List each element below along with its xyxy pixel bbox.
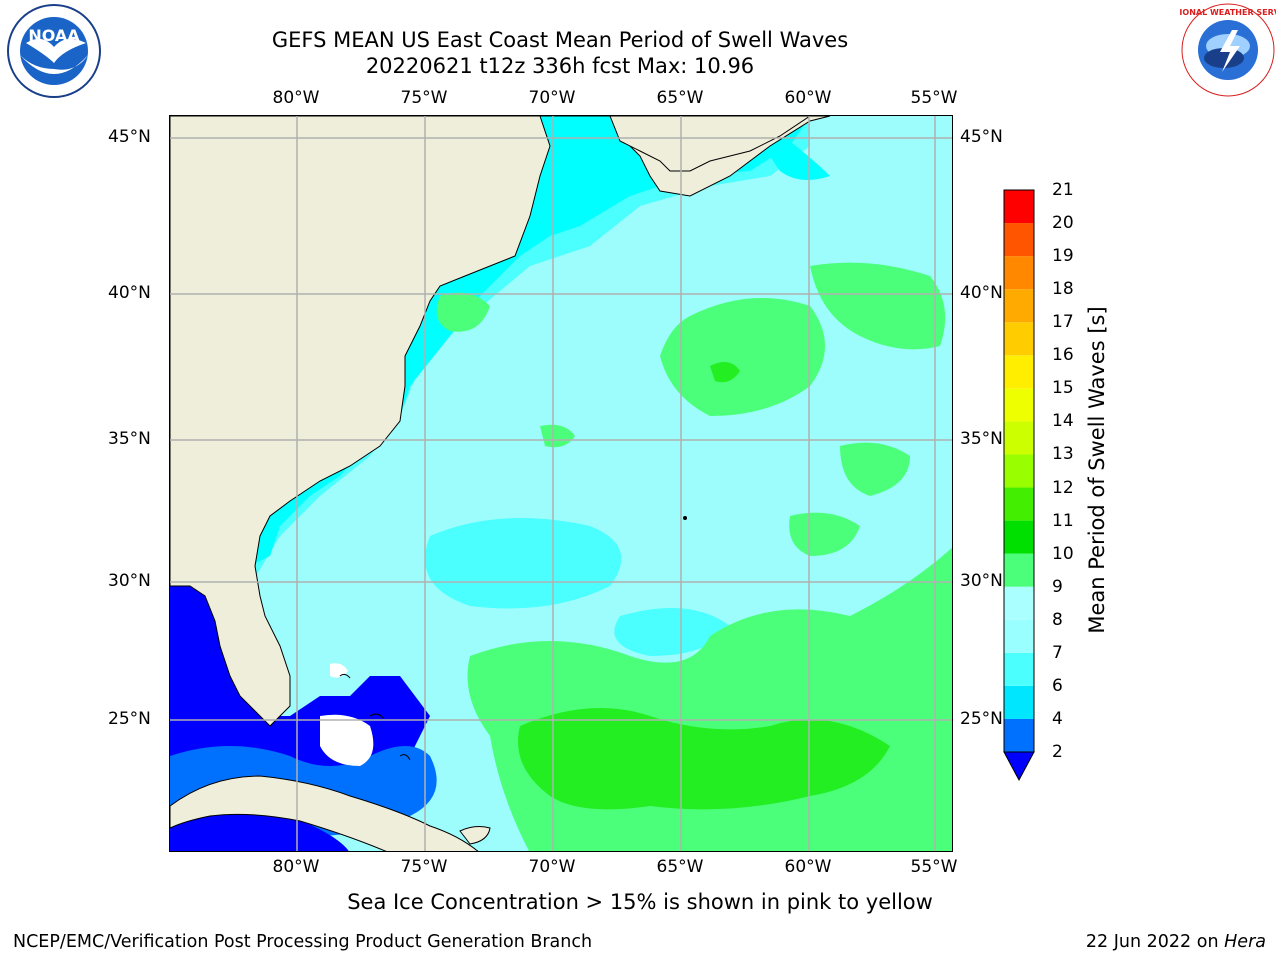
colorbar-bin [1004,421,1034,455]
lon-tick-bottom: 70°W [528,857,576,877]
colorbar-label: Mean Period of Swell Waves [s] [1085,306,1109,634]
lon-tick-bottom: 55°W [910,857,958,877]
colorbar-bin [1004,685,1034,719]
nws-logo-text: NATIONAL WEATHER SERVICE [1180,8,1276,17]
lon-tick-bottom: 60°W [784,857,832,877]
contour-10-11 [518,708,890,810]
colorbar-under-triangle [1003,751,1035,782]
graticule [170,116,952,851]
lat-tick-right: 40°N [960,283,1003,303]
colorbar-bin [1004,355,1034,389]
island-bahamas [399,754,411,761]
contour-9-10 [810,262,946,350]
lat-tick-right: 35°N [960,429,1003,449]
colorbar-bin [1004,256,1034,290]
colorbar-tick-label: 14 [1052,411,1074,432]
lon-tick-top: 70°W [528,88,576,108]
island-bahamas [369,713,385,720]
colorbar-tick-label: 18 [1052,279,1074,300]
credit-text: NCEP/EMC/Verification Post Processing Pr… [13,932,593,952]
colorbar-tick-label: 16 [1052,345,1074,366]
colorbar-bin [1004,388,1034,422]
colorbar-tick-label: 13 [1052,444,1074,465]
colorbar-tick-label: 12 [1052,477,1074,498]
colorbar-bin [1004,454,1034,488]
contour-9-10 [436,292,490,332]
lon-tick-top: 60°W [784,88,832,108]
colorbar-tick-label: 17 [1052,312,1074,333]
colorbar-bin [1004,223,1034,257]
land-canada-north [609,116,811,172]
colorbar-bin [1004,190,1034,224]
lat-tick-left: 30°N [108,571,151,591]
lat-tick-left: 45°N [108,127,151,147]
colorbar-bin [1004,553,1034,587]
swell-period-field [170,116,952,851]
colorbar-tick-label: 2 [1052,742,1063,762]
lon-tick-bottom: 75°W [400,857,448,877]
colorbar-tick-label: 21 [1052,180,1074,200]
contour-9-10 [840,442,910,496]
lat-tick-right: 45°N [960,127,1003,147]
colorbar-bin [1004,718,1034,752]
nws-logo: NATIONAL WEATHER SERVICE [1180,3,1276,97]
lat-tick-left: 35°N [108,429,151,449]
map-title: GEFS MEAN US East Coast Mean Period of S… [271,28,849,52]
colorbar-tick-label: 9 [1052,576,1063,597]
colorbar-bin [1004,652,1034,686]
machine-name: Hera [1224,932,1266,952]
date-value: 22 Jun 2022 on [1085,932,1219,952]
contour-10-11 [710,362,740,383]
colorbar-tick-label: 20 [1052,213,1074,234]
lat-tick-right: 25°N [960,709,1003,729]
noaa-logo: NOAA [7,4,101,98]
lon-tick-bottom: 65°W [656,857,704,877]
colorbar-bin [1004,586,1034,620]
lon-tick-top: 75°W [400,88,448,108]
colorbar-bin [1004,520,1034,554]
colorbar-tick-label: 8 [1052,609,1063,630]
colorbar-tick-label: 6 [1052,675,1063,696]
map-panel [169,115,953,852]
colorbar-tick-label: 4 [1052,708,1063,729]
colorbar-tick-label: 19 [1052,246,1074,267]
map-subtitle: 20220621 t12z 336h fcst Max: 10.96 [365,54,755,78]
land-hispaniola [459,826,491,845]
colorbar-bin [1004,487,1034,521]
contour-7-8 [614,608,730,656]
no-data-area [320,714,374,766]
contour-9-10 [540,424,575,448]
colorbar-tick-label: 10 [1052,543,1074,564]
contour-7-8 [425,518,622,609]
lat-tick-left: 40°N [108,283,151,303]
sea-ice-footnote: Sea Ice Concentration > 15% is shown in … [347,890,933,914]
colorbar-tick-label: 15 [1052,378,1074,399]
lat-tick-right: 30°N [960,571,1003,591]
noaa-logo-text: NOAA [28,26,80,45]
island-bermuda [683,516,687,520]
colorbar-bin [1004,619,1034,653]
contour-9-10 [660,298,825,416]
contour-under-2 [170,806,349,851]
lon-tick-bottom: 80°W [272,857,320,877]
colorbar-bin [1004,322,1034,356]
lon-tick-top: 55°W [910,88,958,108]
land-cuba [170,775,479,851]
colorbar [1003,189,1035,782]
colorbar-bin [1004,289,1034,323]
date-text: 22 Jun 2022 on Hera [1086,932,1266,952]
colorbar-tick-label: 7 [1052,642,1063,663]
island-bahamas [339,673,351,679]
contour-6-7 [766,126,830,180]
lon-tick-top: 80°W [272,88,320,108]
contour-9-10 [789,512,860,556]
colorbar-tick-label: 11 [1052,510,1074,531]
lon-tick-top: 65°W [656,88,704,108]
lat-tick-left: 25°N [108,709,151,729]
